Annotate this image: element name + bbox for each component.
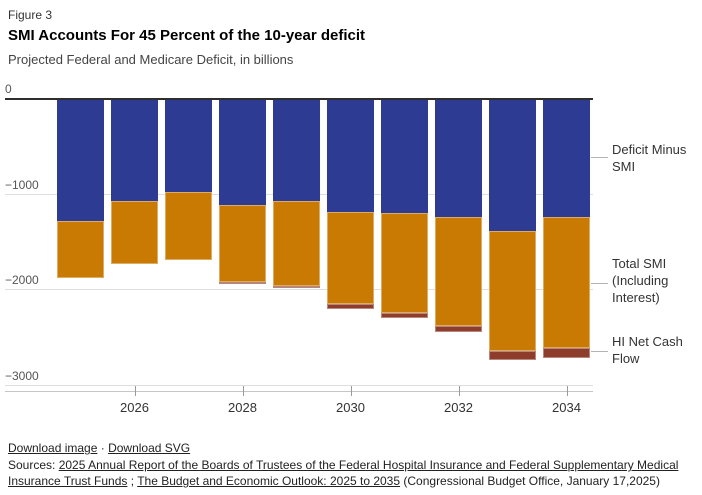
bar-2033	[489, 100, 536, 360]
gridline-0	[5, 97, 593, 100]
bar-2031	[381, 100, 428, 319]
hi-net-cash-flow-segment-2028[interactable]	[219, 282, 266, 285]
deficit-minus-smi-segment-2034[interactable]	[543, 100, 590, 217]
hi-net-cash-flow-segment-2034[interactable]	[543, 348, 590, 359]
download-svg-link[interactable]: Download SVG	[108, 441, 191, 455]
deficit-minus-smi-segment-2026[interactable]	[111, 100, 158, 201]
bar-2025	[57, 100, 104, 279]
source-text: Sources:	[8, 458, 59, 472]
x-tick-2028	[242, 386, 244, 396]
legend-leader-total-smi-including-interest	[591, 283, 608, 284]
chart-title: SMI Accounts For 45 Percent of the 10-ye…	[8, 27, 366, 44]
total-smi-including-interest-segment-2033[interactable]	[489, 231, 536, 352]
bar-2032	[435, 100, 482, 332]
download-image-link[interactable]: Download image	[8, 441, 98, 455]
legend-label-total-smi-including-interest: Total SMI (Including Interest)	[612, 256, 669, 306]
x-tick-2030	[350, 386, 352, 396]
link-separator: ·	[100, 441, 105, 455]
source-link[interactable]: 2025 Annual Report of the Boards of Trus…	[8, 458, 679, 488]
hi-net-cash-flow-segment-2033[interactable]	[489, 351, 536, 360]
x-axis-label-2028: 2028	[228, 400, 257, 415]
bar-2030	[327, 100, 374, 309]
total-smi-including-interest-segment-2032[interactable]	[435, 217, 482, 327]
x-tick-2032	[458, 386, 460, 396]
y-axis-label-2000: −2000	[5, 273, 39, 288]
total-smi-including-interest-segment-2025[interactable]	[57, 220, 104, 279]
total-smi-including-interest-segment-2028[interactable]	[219, 205, 266, 283]
hi-net-cash-flow-segment-2031[interactable]	[381, 313, 428, 319]
legend-label-hi-net-cash-flow: HI Net Cash Flow	[612, 334, 683, 367]
hi-net-cash-flow-segment-2030[interactable]	[327, 303, 374, 309]
figure-number: Figure 3	[8, 8, 53, 22]
x-axis-label-2034: 2034	[552, 400, 581, 415]
deficit-minus-smi-segment-2029[interactable]	[273, 100, 320, 202]
x-axis-line	[5, 391, 593, 392]
total-smi-including-interest-segment-2034[interactable]	[543, 216, 590, 349]
bar-2029	[273, 100, 320, 288]
x-axis-label-2030: 2030	[336, 400, 365, 415]
download-links: Download image · Download SVG	[8, 441, 190, 455]
deficit-minus-smi-segment-2030[interactable]	[327, 100, 374, 212]
y-axis-label-3000: −3000	[5, 369, 39, 383]
bar-2028	[219, 100, 266, 285]
total-smi-including-interest-segment-2031[interactable]	[381, 212, 428, 314]
bar-2026	[111, 100, 158, 264]
legend-leader-deficit-minus-smi	[591, 157, 608, 158]
x-tick-2034	[566, 386, 568, 396]
chart-subtitle: Projected Federal and Medicare Deficit, …	[8, 52, 294, 67]
deficit-minus-smi-segment-2028[interactable]	[219, 100, 266, 206]
deficit-minus-smi-segment-2032[interactable]	[435, 100, 482, 218]
total-smi-including-interest-segment-2027[interactable]	[165, 192, 212, 261]
sources-note: Sources: 2025 Annual Report of the Board…	[8, 458, 684, 490]
source-link[interactable]: The Budget and Economic Outlook: 2025 to…	[137, 473, 401, 488]
gridline-3000	[5, 385, 593, 386]
deficit-minus-smi-segment-2027[interactable]	[165, 100, 212, 193]
y-axis-label-0: 0	[5, 82, 12, 96]
bar-2027	[165, 100, 212, 261]
x-tick-2026	[134, 386, 136, 396]
source-text: (Congressional Budget Office, January 17…	[400, 473, 660, 488]
total-smi-including-interest-segment-2029[interactable]	[273, 201, 320, 286]
bar-2034	[543, 100, 590, 359]
source-text: ;	[127, 473, 138, 488]
deficit-minus-smi-segment-2033[interactable]	[489, 100, 536, 232]
y-axis-label-1000: −1000	[5, 177, 39, 192]
total-smi-including-interest-segment-2026[interactable]	[111, 200, 158, 264]
x-axis-label-2026: 2026	[120, 400, 149, 415]
total-smi-including-interest-segment-2030[interactable]	[327, 211, 374, 304]
deficit-minus-smi-segment-2025[interactable]	[57, 100, 104, 221]
hi-net-cash-flow-segment-2029[interactable]	[273, 285, 320, 288]
gridline-2000	[5, 289, 593, 291]
deficit-minus-smi-segment-2031[interactable]	[381, 100, 428, 213]
hi-net-cash-flow-segment-2032[interactable]	[435, 326, 482, 332]
legend-label-deficit-minus-smi: Deficit Minus SMI	[612, 142, 687, 175]
x-axis-label-2032: 2032	[444, 400, 473, 415]
legend-leader-hi-net-cash-flow	[591, 351, 608, 352]
